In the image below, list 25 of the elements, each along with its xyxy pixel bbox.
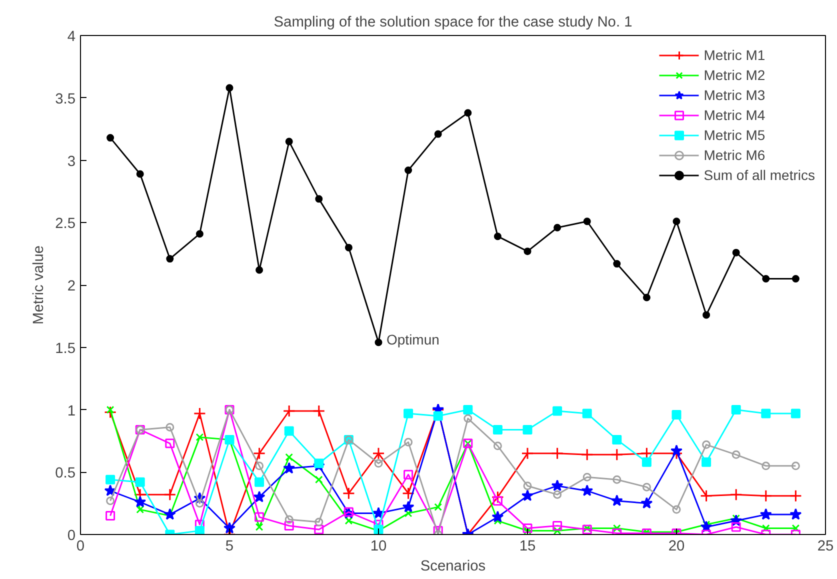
x-tick-label: 15 [519,538,536,554]
x-tick-label: 25 [817,538,834,554]
legend-label: Metric M6 [704,147,766,163]
y-tick-label: 0.5 [55,466,76,482]
x-tick-label: 20 [668,538,685,554]
annotation: Optimun [386,331,440,348]
y-tick-label: 0 [67,528,76,544]
x-tick-label: 10 [370,538,387,554]
legend-label: Metric M4 [704,107,766,123]
y-tick-label: 3.5 [55,91,76,108]
x-tick-label: 5 [225,538,234,554]
legend-label: Metric M2 [704,67,766,83]
y-tick-label: 1 [67,403,76,420]
y-tick-label: 2.5 [55,216,76,232]
legend-label: Metric M5 [704,127,766,143]
y-tick-label: 3 [67,154,76,170]
legend-label: Metric M3 [704,87,766,103]
legend-label: Sum of all metrics [704,167,815,183]
x-axis-title: Scenarios [420,558,486,574]
y-tick-label: 4 [67,29,76,45]
legend-label: Metric M1 [704,47,766,63]
chart-title: Sampling of the solution space for the case study No. 1 [274,14,632,30]
y-tick-label: 1.5 [55,340,76,357]
y-tick-label: 2 [67,278,76,294]
y-axis-title: Metric value [31,245,48,325]
